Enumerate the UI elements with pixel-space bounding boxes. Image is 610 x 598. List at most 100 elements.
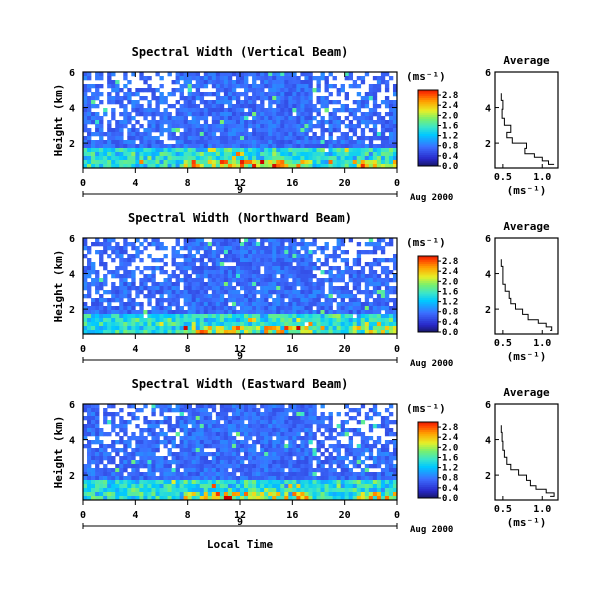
- x-tick-label: 8: [185, 178, 191, 189]
- date-label: Aug 2000: [410, 193, 453, 203]
- average-profile-line: [500, 259, 553, 331]
- x-tick-label: 20: [339, 344, 351, 355]
- x-tick-label: 0: [394, 178, 400, 189]
- date-label: Aug 2000: [410, 525, 453, 535]
- colorbar: [418, 256, 438, 333]
- x-tick-label: 12: [234, 178, 246, 189]
- avg-y-tick-label: 4: [485, 270, 491, 281]
- x-tick-label: 4: [132, 510, 138, 521]
- avg-x-tick-label: 0.5: [494, 172, 512, 183]
- y-tick-label: 4: [69, 436, 75, 447]
- x-tick-label: 4: [132, 344, 138, 355]
- colorbar-tick-label: 0.0: [442, 494, 458, 504]
- avg-x-tick-label: 1.0: [533, 504, 551, 515]
- y-tick-label: 2: [69, 471, 75, 482]
- y-tick-label: 6: [69, 234, 75, 245]
- average-panel: Average 2 4 6 0.5 1.0(ms⁻¹): [485, 220, 559, 363]
- colorbar-tick-label: 0.8: [442, 142, 458, 152]
- colorbar-tick-label: 2.0: [442, 443, 458, 453]
- x-tick-label: 16: [286, 178, 298, 189]
- colorbar-tick-label: 2.8: [442, 257, 458, 267]
- date-label: Aug 2000: [410, 359, 453, 369]
- y-tick-label: 4: [69, 104, 75, 115]
- colorbar: [418, 422, 438, 499]
- average-frame: [494, 71, 559, 169]
- colorbar-tick-label: 0.8: [442, 474, 458, 484]
- colorbar-tick-label: 2.4: [442, 101, 459, 111]
- average-panel: Average 2 4 6 0.5 1.0(ms⁻¹): [485, 386, 559, 529]
- heatmap-cells: [83, 72, 398, 169]
- avg-y-tick-label: 2: [485, 471, 491, 482]
- y-tick-label: 2: [69, 139, 75, 150]
- avg-x-tick-label: 1.0: [533, 338, 551, 349]
- avg-y-tick-label: 4: [485, 436, 491, 447]
- colorbar-tick-label: 0.4: [442, 318, 459, 328]
- avg-y-tick-label: 6: [485, 68, 491, 79]
- x-tick-label: 0: [80, 178, 86, 189]
- panel-0: Spectral Width (Vertical Beam) 2 4 6 Height …: [52, 45, 559, 203]
- day-label: 9: [237, 185, 243, 196]
- colorbar-tick-label: 1.2: [442, 298, 458, 308]
- x-tick-label: 12: [234, 344, 246, 355]
- colorbar-frame: [417, 89, 439, 167]
- colorbar-tick-label: 2.0: [442, 111, 458, 121]
- y-tick-label: 4: [69, 270, 75, 281]
- average-frame: [494, 237, 559, 335]
- y-axis-label: Height (km): [52, 250, 65, 323]
- x-tick-label: 0: [80, 344, 86, 355]
- average-unit-label: (ms⁻¹): [507, 350, 547, 363]
- average-frame: [494, 403, 559, 501]
- x-tick-label: 12: [234, 510, 246, 521]
- colorbar-unit-label: (ms⁻¹): [406, 70, 446, 83]
- colorbar-tick-label: 1.6: [442, 453, 458, 463]
- colorbar-tick-label: 1.2: [442, 132, 458, 142]
- y-axis-label: Height (km): [52, 416, 65, 489]
- x-axis-label: Local Time: [207, 538, 274, 551]
- x-tick-label: 16: [286, 344, 298, 355]
- average-profile-line: [500, 93, 555, 165]
- colorbar-tick-label: 0.4: [442, 484, 459, 494]
- avg-y-tick-label: 6: [485, 234, 491, 245]
- colorbar-tick-label: 1.2: [442, 464, 458, 474]
- average-unit-label: (ms⁻¹): [507, 184, 547, 197]
- avg-y-tick-label: 4: [485, 104, 491, 115]
- colorbar-tick-label: 0.8: [442, 308, 458, 318]
- y-axis-label: Height (km): [52, 84, 65, 157]
- colorbar-tick-label: 2.8: [442, 91, 458, 101]
- x-tick-label: 0: [394, 344, 400, 355]
- heatmap-cells: [83, 238, 398, 335]
- x-tick-label: 20: [339, 510, 351, 521]
- x-tick-label: 8: [185, 344, 191, 355]
- x-tick-label: 0: [80, 510, 86, 521]
- x-tick-label: 4: [132, 178, 138, 189]
- colorbar-tick-label: 2.4: [442, 433, 459, 443]
- avg-x-tick-label: 0.5: [494, 504, 512, 515]
- avg-y-tick-label: 2: [485, 139, 491, 150]
- y-tick-label: 6: [69, 68, 75, 79]
- panel-title: Spectral Width (Eastward Beam): [132, 377, 349, 391]
- colorbar-tick-label: 2.8: [442, 423, 458, 433]
- colorbar-tick-label: 1.6: [442, 287, 458, 297]
- panel-1: Spectral Width (Northward Beam) 2 4 6 Height…: [52, 211, 559, 369]
- avg-x-tick-label: 1.0: [533, 172, 551, 183]
- x-tick-label: 0: [394, 510, 400, 521]
- colorbar-tick-label: 2.0: [442, 277, 458, 287]
- day-label: 9: [237, 517, 243, 528]
- colorbar: [418, 90, 438, 167]
- colorbar-unit-label: (ms⁻¹): [406, 236, 446, 249]
- colorbar-unit-label: (ms⁻¹): [406, 402, 446, 415]
- colorbar-tick-label: 2.4: [442, 267, 459, 277]
- day-label: 9: [237, 351, 243, 362]
- y-tick-label: 6: [69, 400, 75, 411]
- heatmap-cells: [83, 404, 398, 501]
- x-tick-label: 8: [185, 510, 191, 521]
- average-unit-label: (ms⁻¹): [507, 516, 547, 529]
- y-tick-label: 2: [69, 305, 75, 316]
- colorbar-frame: [417, 255, 439, 333]
- average-panel: Average 2 4 6 0.5 1.0(ms⁻¹): [485, 54, 559, 197]
- average-profile-line: [500, 425, 555, 497]
- avg-y-tick-label: 6: [485, 400, 491, 411]
- average-title: Average: [503, 220, 550, 233]
- panel-title: Spectral Width (Northward Beam): [128, 211, 352, 225]
